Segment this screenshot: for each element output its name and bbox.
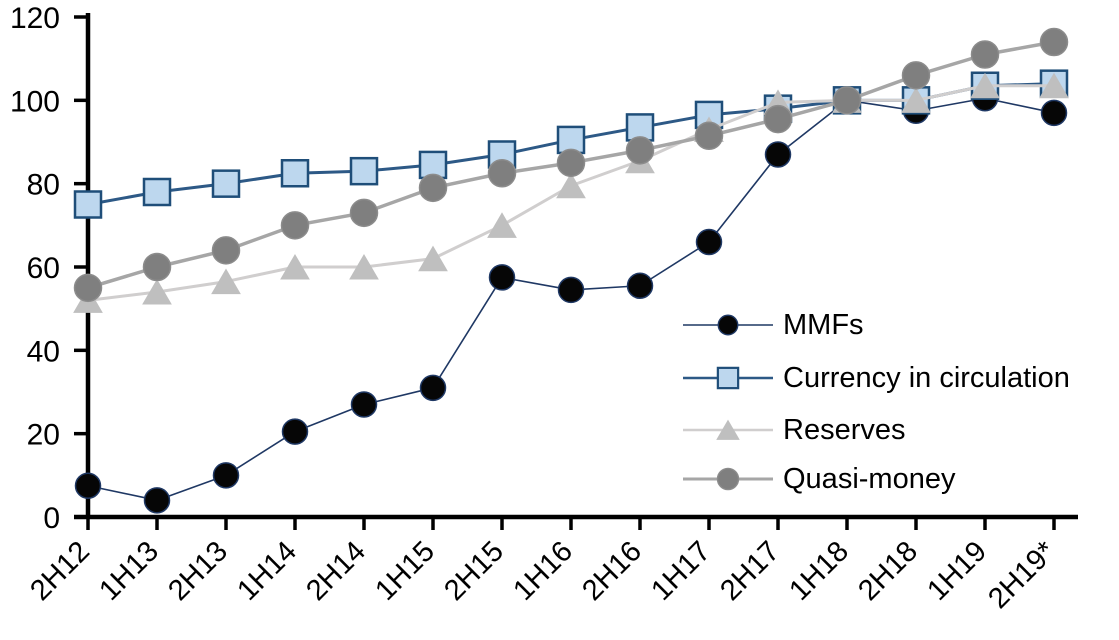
x-tick-label: 1H15 [369, 535, 441, 607]
x-tick-label: 1H13 [93, 535, 165, 607]
legend-samples [683, 314, 773, 491]
x-tick-label: 1H14 [231, 535, 303, 607]
x-tick-label: 2H14 [300, 535, 372, 607]
y-tick-label: 80 [27, 169, 60, 202]
x-tick-label: 2H13 [162, 535, 234, 607]
x-tick-label: 2H18 [852, 535, 924, 607]
y-tick-label: 120 [10, 2, 60, 35]
y-tick-label: 20 [27, 419, 60, 452]
x-tick-label: 2H16 [576, 535, 648, 607]
x-tick-label: 1H16 [507, 535, 579, 607]
y-tick-label: 100 [10, 85, 60, 118]
x-tick-label: 2H15 [438, 535, 510, 607]
x-tick-label: 1H19 [921, 535, 993, 607]
y-tick-label: 0 [43, 502, 60, 535]
x-tick-label: 2H19* [982, 535, 1062, 615]
x-tick-label: 1H18 [783, 535, 855, 607]
y-tick-label: 40 [27, 335, 60, 368]
x-tick-label: 2H12 [24, 535, 96, 607]
series-quasi-money [73, 27, 1069, 303]
x-tick-label: 2H17 [714, 535, 786, 607]
x-tick-label: 1H17 [645, 535, 717, 607]
y-tick-label: 60 [27, 252, 60, 285]
